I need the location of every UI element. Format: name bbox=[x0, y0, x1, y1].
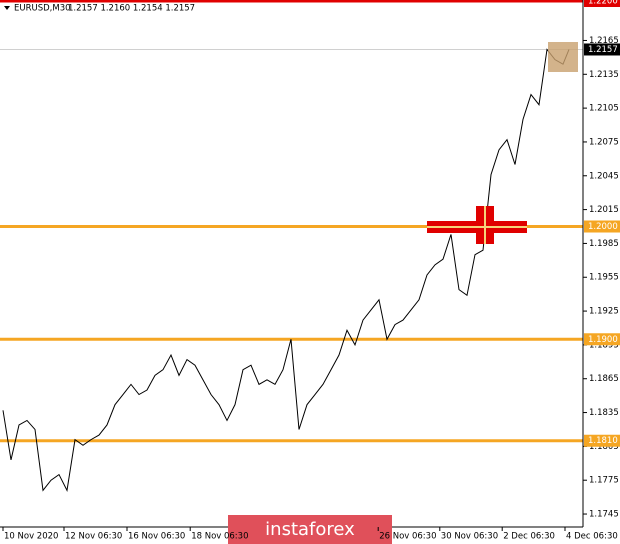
x-tick-label: 10 Nov 2020 bbox=[4, 532, 58, 542]
watermark: instaforex bbox=[265, 519, 355, 540]
level-label-box bbox=[584, 220, 620, 233]
y-tick-label: 1.1955 bbox=[589, 273, 619, 283]
level-label-box bbox=[584, 434, 620, 447]
x-tick-label: 30 Nov 06:30 bbox=[441, 532, 498, 542]
y-tick-label: 1.1985 bbox=[589, 239, 619, 249]
ohlc-text: 1.2157 1.2160 1.2154 1.2157 bbox=[68, 4, 195, 14]
y-tick-label: 1.1895 bbox=[589, 340, 619, 350]
current-price-label: 1.2157 bbox=[588, 45, 618, 55]
watermark-box bbox=[228, 515, 392, 544]
y-tick-label: 1.2135 bbox=[589, 70, 619, 80]
x-tick-label: 4 Dec 06:30 bbox=[566, 532, 618, 542]
highlight-box bbox=[548, 42, 578, 72]
level-label: 1.2200 bbox=[588, 0, 618, 7]
y-tick-label: 1.2075 bbox=[589, 137, 619, 147]
x-tick-label: 12 Nov 06:30 bbox=[65, 532, 122, 542]
menu-arrow bbox=[4, 6, 10, 10]
price-line bbox=[2, 48, 570, 492]
level-label-box bbox=[584, 0, 620, 7]
y-tick-label: 1.1835 bbox=[589, 408, 619, 418]
y-tick-label: 1.1865 bbox=[589, 374, 619, 384]
level-label: 1.2000 bbox=[588, 222, 618, 232]
current-price-box bbox=[584, 43, 620, 56]
x-tick-label: 16 Nov 06:30 bbox=[128, 532, 185, 542]
y-tick-label: 1.2015 bbox=[589, 205, 619, 215]
y-tick-label: 1.2105 bbox=[589, 104, 619, 114]
y-tick-label: 1.1745 bbox=[589, 510, 619, 520]
y-tick-label: 1.1925 bbox=[589, 307, 619, 317]
symbol-title: EURUSD,M30 bbox=[14, 4, 71, 14]
y-tick-label: 1.2165 bbox=[589, 36, 619, 46]
x-tick-label: 18 Nov 06:30 bbox=[191, 532, 248, 542]
y-tick-label: 1.2045 bbox=[589, 171, 619, 181]
plot bbox=[0, 0, 583, 492]
y-tick-label: 1.1805 bbox=[589, 442, 619, 452]
x-tick-label: 2 Dec 06:30 bbox=[503, 532, 555, 542]
level-label: 1.1900 bbox=[588, 335, 618, 345]
cross-marker bbox=[427, 206, 527, 244]
y-tick-label: 1.1775 bbox=[589, 476, 619, 486]
level-label-box bbox=[584, 333, 620, 346]
level-label: 1.1810 bbox=[588, 436, 618, 446]
x-tick-label: 26 Nov 06:30 bbox=[379, 532, 436, 542]
